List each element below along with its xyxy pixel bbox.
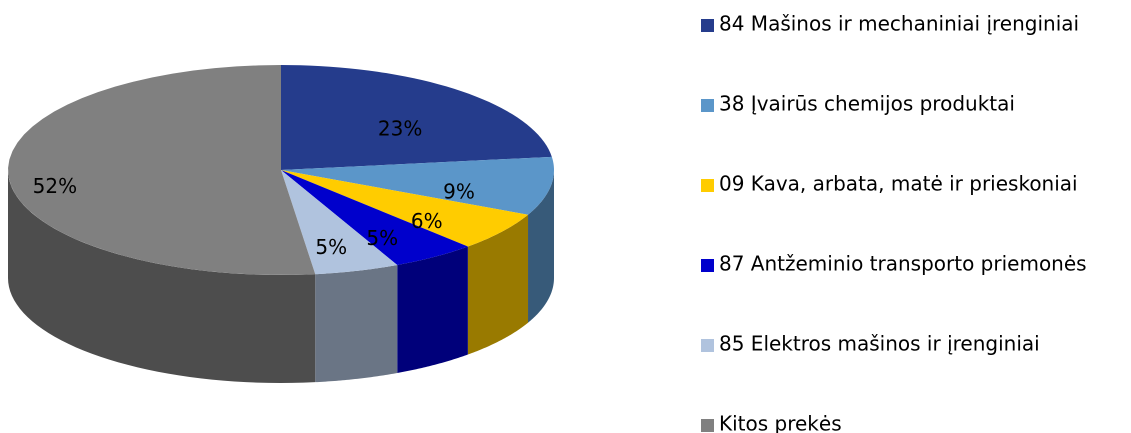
legend-swatch xyxy=(701,99,714,112)
data-label: 6% xyxy=(411,209,443,233)
legend-swatch xyxy=(701,259,714,272)
pie-side xyxy=(397,246,468,374)
data-label: 5% xyxy=(366,226,398,250)
pie-slice xyxy=(281,156,554,215)
data-label: 23% xyxy=(378,117,422,141)
pie-side xyxy=(528,170,554,323)
pie-slice xyxy=(281,170,398,275)
legend-swatch xyxy=(701,419,714,432)
legend-label: 38 Įvairūs chemijos produktai xyxy=(719,92,1015,116)
data-label: 5% xyxy=(315,235,347,259)
data-label: 9% xyxy=(443,179,475,203)
legend-swatch xyxy=(701,19,714,32)
legend-label: 09 Kava, arbata, matė ir prieskoniai xyxy=(719,172,1078,196)
pie-side xyxy=(467,214,529,355)
legend-label: 87 Antžeminio transporto priemonės xyxy=(719,252,1087,276)
pie-slice xyxy=(281,170,529,247)
pie-side xyxy=(8,170,316,383)
legend-swatch xyxy=(701,339,714,352)
legend-swatch xyxy=(701,179,714,192)
legend-label: 85 Elektros mašinos ir įrenginiai xyxy=(719,332,1040,356)
pie-slice xyxy=(281,170,468,266)
pie-slice xyxy=(281,65,552,170)
pie-slice xyxy=(8,65,316,275)
legend-label: 84 Mašinos ir mechaniniai įrenginiai xyxy=(719,12,1079,36)
pie-side xyxy=(315,265,398,383)
legend-label: Kitos prekės xyxy=(719,412,842,433)
data-label: 52% xyxy=(33,174,77,198)
